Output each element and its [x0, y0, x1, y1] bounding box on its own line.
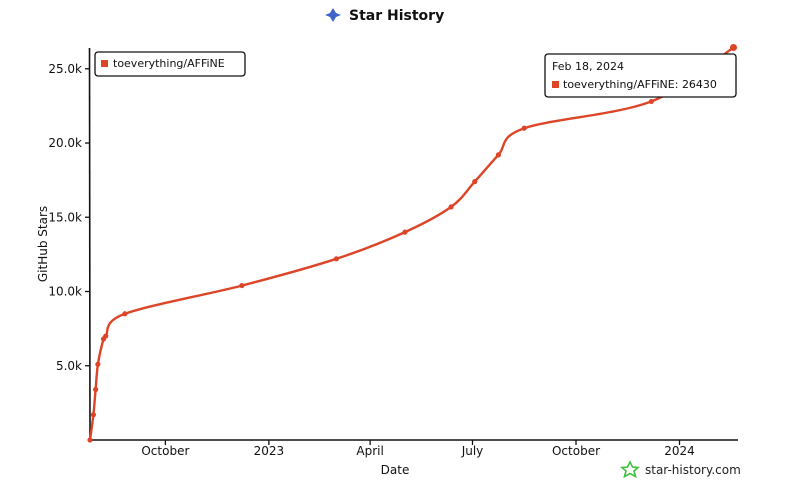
tooltip-swatch	[552, 81, 559, 88]
data-point[interactable]	[521, 125, 527, 131]
data-point[interactable]	[402, 229, 408, 235]
x-tick-label: 2024	[664, 444, 695, 458]
tooltip-box	[544, 53, 737, 98]
y-tick-label: 5.0k	[56, 359, 82, 373]
tooltip: Feb 18, 2024 toeverything/AFFiNE: 26430	[544, 53, 737, 98]
data-point[interactable]	[95, 361, 101, 367]
watermark-text[interactable]: star-history.com	[645, 463, 741, 477]
x-ticks: October 2023 April July October 2024	[141, 440, 695, 458]
data-point[interactable]	[93, 386, 99, 393]
series-line	[88, 46, 735, 442]
data-point[interactable]	[333, 256, 339, 262]
legend-swatch	[101, 60, 108, 67]
data-point[interactable]	[448, 204, 454, 210]
y-tick-label: 10.0k	[48, 285, 82, 299]
y-axis-title: GitHub Stars	[36, 206, 50, 282]
y-axis-line	[88, 47, 91, 441]
legend: toeverything/AFFiNE	[94, 51, 246, 77]
x-axis-title: Date	[381, 463, 410, 477]
data-point[interactable]	[239, 282, 245, 289]
chart-title: Star History	[349, 8, 444, 24]
chart-title-group: Star History	[325, 8, 444, 24]
x-tick-label: 2023	[254, 444, 285, 458]
x-tick-label: October	[552, 444, 600, 458]
data-point[interactable]	[472, 179, 478, 185]
y-ticks: 5.0k 10.0k 15.0k 20.0k 25.0k	[48, 62, 90, 373]
y-tick-label: 25.0k	[48, 62, 82, 76]
y-tick-label: 15.0k	[48, 210, 82, 224]
data-point[interactable]	[495, 152, 501, 158]
watermark[interactable]: star-history.com	[620, 460, 741, 479]
legend-box	[94, 51, 246, 77]
x-tick-label: July	[461, 444, 484, 458]
data-point[interactable]	[87, 437, 93, 443]
legend-entry: toeverything/AFFiNE	[113, 57, 225, 70]
sparkle-icon	[325, 8, 341, 22]
data-point[interactable]	[90, 412, 96, 418]
x-tick-label: April	[356, 444, 383, 458]
x-axis-line	[89, 439, 739, 442]
data-point[interactable]	[103, 333, 109, 339]
data-point[interactable]	[122, 311, 128, 317]
data-point[interactable]	[648, 98, 654, 105]
series-group	[87, 44, 737, 443]
tooltip-value: toeverything/AFFiNE: 26430	[563, 78, 717, 91]
y-tick-label: 20.0k	[48, 136, 82, 150]
axes	[88, 47, 739, 442]
star-icon	[620, 460, 640, 479]
tooltip-date: Feb 18, 2024	[552, 60, 624, 73]
x-tick-label: October	[141, 444, 189, 458]
data-point[interactable]	[730, 44, 737, 52]
